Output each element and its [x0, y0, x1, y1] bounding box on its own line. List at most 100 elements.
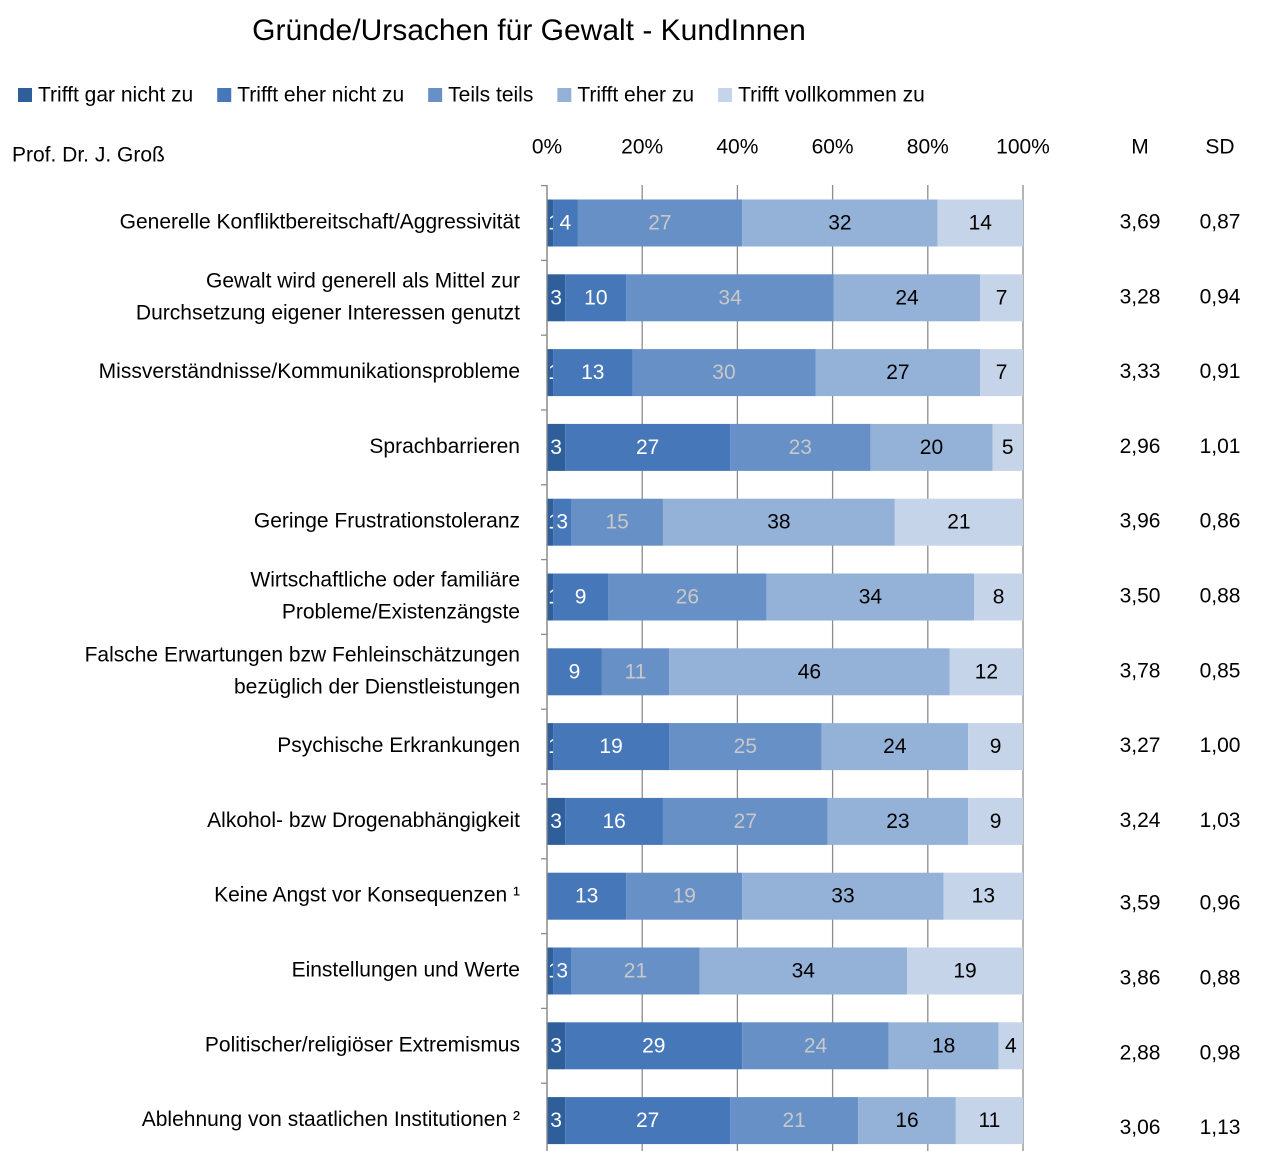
x-tick-label: 80%	[907, 136, 949, 159]
data-label: 23	[886, 810, 909, 833]
data-label: 38	[767, 511, 790, 534]
data-label: 9	[990, 810, 1002, 833]
x-tick-label: 20%	[621, 136, 663, 159]
x-tick-label: 40%	[716, 136, 758, 159]
data-label: 19	[599, 735, 622, 758]
data-label: 8	[993, 586, 1005, 609]
bar-segment	[821, 723, 969, 771]
bar-segment	[547, 423, 566, 471]
category-label: Generelle Konfliktbereitschaft/Aggressiv…	[120, 211, 521, 234]
bar-segment	[968, 797, 1023, 845]
bar-segment	[937, 199, 1023, 247]
stats-value: 3,27	[1120, 734, 1161, 757]
legend-swatch	[428, 88, 443, 102]
stats-value: 0,85	[1200, 659, 1241, 682]
stats-value: 0,86	[1200, 510, 1241, 533]
bar-segment	[547, 573, 554, 621]
stats-value: 0,87	[1200, 211, 1241, 234]
bar-segment	[742, 199, 938, 247]
data-label: 21	[624, 960, 647, 983]
bar-segment	[547, 1022, 566, 1070]
bar-segment	[827, 797, 969, 845]
bar-segment	[632, 349, 816, 397]
x-tick-label: 100%	[996, 136, 1050, 159]
data-label: 24	[804, 1034, 828, 1057]
bar-segment	[669, 648, 950, 696]
bar-segment	[553, 498, 572, 546]
bar-segment	[730, 1097, 859, 1145]
data-label: 27	[636, 1109, 659, 1132]
stats-value: 1,01	[1200, 435, 1241, 458]
data-label: 10	[584, 286, 607, 309]
x-tick-label: 60%	[812, 136, 854, 159]
x-tick-label: 0%	[532, 136, 562, 159]
stats-value: 3,59	[1120, 892, 1161, 915]
stats-value: 3,06	[1120, 1116, 1161, 1139]
category-label: Durchsetzung eigener Interessen genutzt	[136, 301, 520, 324]
bar-segment	[553, 349, 633, 397]
bar-segment	[565, 274, 627, 322]
stats-value: 0,91	[1200, 360, 1241, 383]
bar-segment	[547, 199, 554, 247]
data-label: 18	[932, 1034, 955, 1057]
bar-segment	[565, 1097, 731, 1145]
stats-value: 3,24	[1120, 809, 1161, 832]
data-label: 26	[676, 586, 699, 609]
chart-subtitle: Prof. Dr. J. Groß	[12, 144, 165, 167]
data-label: 27	[886, 361, 909, 384]
stats-value: 0,96	[1200, 892, 1241, 915]
bar-segment	[998, 1022, 1023, 1070]
data-label: 13	[575, 885, 598, 908]
chart-title: Gründe/Ursachen für Gewalt - KundInnen	[252, 14, 806, 47]
category-label: Gewalt wird generell als Mittel zur	[206, 269, 520, 292]
bar-segment	[553, 723, 670, 771]
bar-segment	[601, 648, 670, 696]
bar-segment	[870, 423, 993, 471]
data-label: 34	[859, 586, 883, 609]
legend-swatch	[718, 88, 733, 102]
data-label: 32	[828, 212, 851, 235]
data-label: 33	[831, 885, 854, 908]
stats-value: 3,50	[1120, 585, 1161, 608]
data-label: 27	[648, 212, 671, 235]
data-label: 27	[734, 810, 757, 833]
data-label: 11	[625, 660, 647, 683]
data-label: 11	[979, 1109, 1001, 1132]
stats-value: 3,96	[1120, 510, 1161, 533]
data-label: 27	[636, 436, 659, 459]
stats-value: 2,96	[1120, 435, 1161, 458]
category-label: Probleme/Existenzängste	[282, 601, 520, 624]
bar-segment	[669, 723, 822, 771]
stats-value: 2,88	[1120, 1041, 1161, 1064]
bar-segment	[547, 1097, 566, 1145]
data-label: 5	[1002, 436, 1014, 459]
category-label: Keine Angst vor Konsequenzen ¹	[214, 884, 520, 907]
data-label: 25	[734, 735, 757, 758]
bar-segment	[955, 1097, 1023, 1145]
data-label: 16	[602, 810, 625, 833]
data-label: 21	[947, 511, 970, 534]
bar-segment	[992, 423, 1023, 471]
category-label: Wirtschaftliche oder familiäre	[250, 569, 520, 592]
bar-segment	[833, 274, 981, 322]
category-label: Einstellungen und Werte	[292, 959, 520, 982]
data-label: 15	[605, 511, 628, 534]
data-label: 4	[1005, 1034, 1017, 1057]
category-label: Geringe Frustrationstoleranz	[254, 510, 520, 533]
stats-value: 1,13	[1200, 1116, 1241, 1139]
stats-value: 3,33	[1120, 360, 1161, 383]
stats-value: 1,00	[1200, 734, 1241, 757]
data-label: 34	[718, 286, 742, 309]
category-label: Missverständnisse/Kommunikationsprobleme	[99, 360, 520, 383]
category-label: bezüglich der Dienstleistungen	[234, 675, 520, 698]
data-label: 9	[569, 660, 581, 683]
legend-label: Trifft vollkommen zu	[738, 84, 925, 107]
stats-value: 3,28	[1120, 285, 1161, 308]
bar-segment	[907, 947, 1023, 995]
bar-segment	[547, 723, 554, 771]
data-label: 7	[996, 286, 1008, 309]
data-label: 19	[953, 960, 976, 983]
bar-segment	[974, 573, 1023, 621]
legend-swatch	[18, 88, 32, 102]
data-label: 12	[975, 660, 998, 683]
